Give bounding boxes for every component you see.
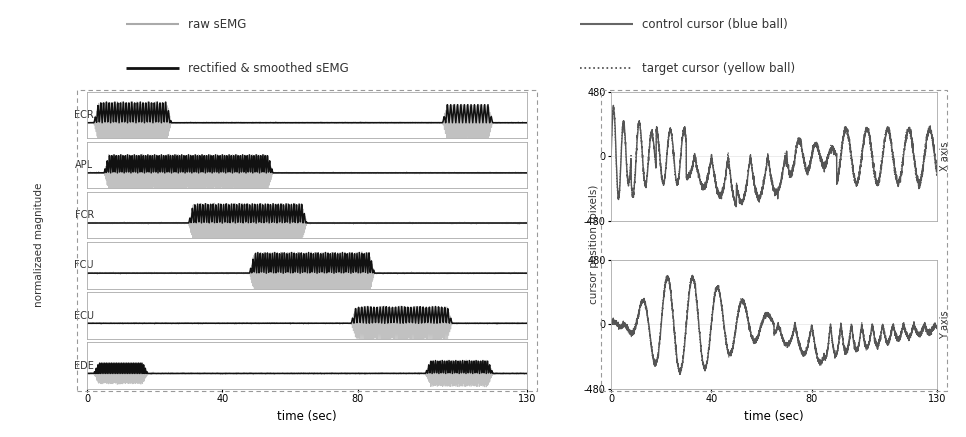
Y-axis label: EDE: EDE: [74, 361, 94, 371]
Text: cursor position (pixels): cursor position (pixels): [589, 185, 599, 305]
Y-axis label: APL: APL: [75, 160, 94, 170]
Y-axis label: ECU: ECU: [74, 311, 94, 321]
Text: Y axis: Y axis: [940, 310, 951, 339]
Y-axis label: ECR: ECR: [74, 110, 94, 120]
X-axis label: time (sec): time (sec): [277, 410, 337, 423]
Text: X axis: X axis: [940, 142, 951, 171]
Text: target cursor (yellow ball): target cursor (yellow ball): [642, 62, 796, 75]
Text: rectified & smoothed sEMG: rectified & smoothed sEMG: [188, 62, 349, 75]
Y-axis label: FCR: FCR: [74, 210, 94, 220]
Y-axis label: FCU: FCU: [74, 260, 94, 271]
X-axis label: time (sec): time (sec): [744, 410, 804, 423]
Text: normalizaed magnitude: normalizaed magnitude: [34, 183, 43, 307]
Text: raw sEMG: raw sEMG: [188, 18, 246, 31]
Text: control cursor (blue ball): control cursor (blue ball): [642, 18, 788, 31]
